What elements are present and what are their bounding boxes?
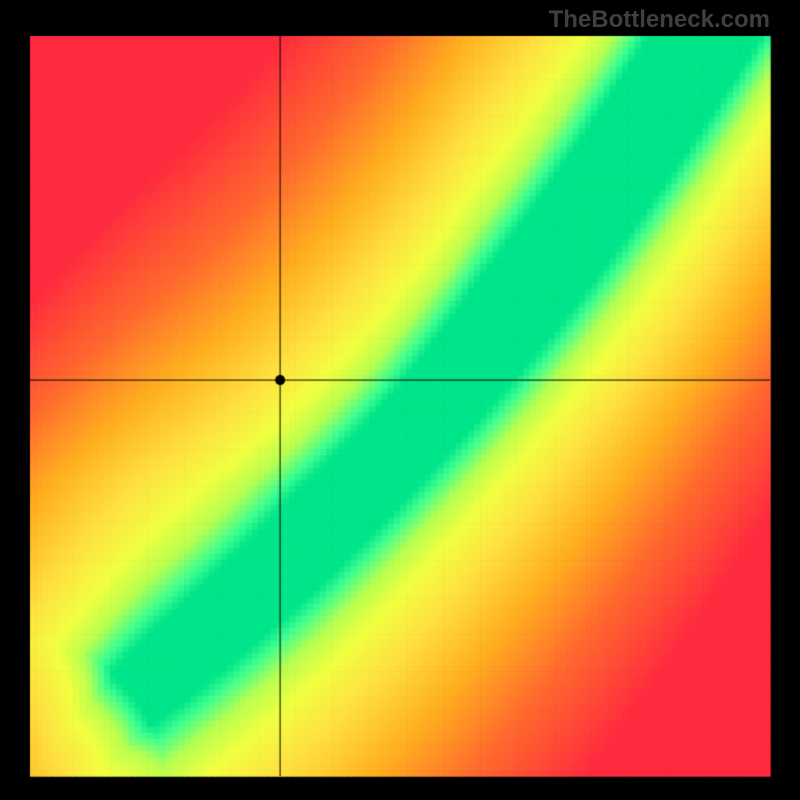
watermark-text: TheBottleneck.com [549,6,770,34]
heatmap-canvas [0,0,800,800]
